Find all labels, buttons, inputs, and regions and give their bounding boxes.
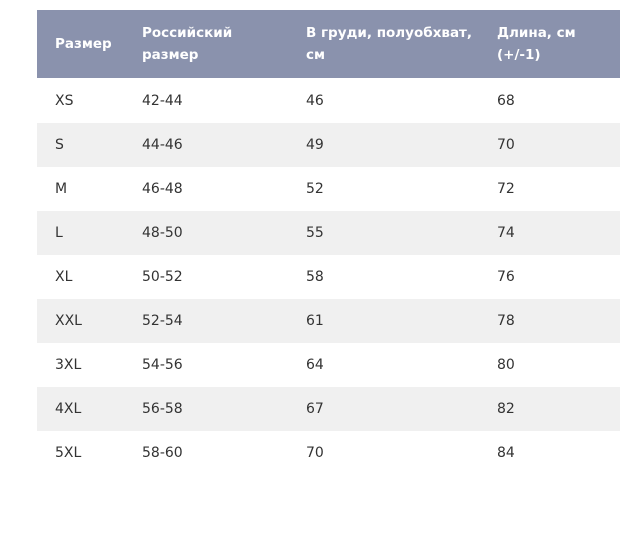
cell-chest: 61 [306,313,324,329]
cell-length: 68 [497,92,515,109]
cell-length: 70 [497,137,515,153]
cell-chest: 46 [306,92,324,109]
table-row: 4XL 56-58 67 82 [37,387,620,431]
header-russian-size-line1: Российский [142,25,233,41]
size-chart-table: Размер Российский размер В груди, полуобх… [37,10,620,475]
table-row: 3XL 54-56 64 80 [37,343,620,387]
cell-size: XL [55,269,73,285]
header-size: Размер [37,10,124,78]
table-body: XS 42-44 46 68 S 44-46 49 70 M 46-48 52 … [37,78,620,475]
header-length-line1: Длина, см [497,25,576,41]
cell-length: 84 [497,445,515,461]
table-row: XS 42-44 46 68 [37,78,620,123]
table-row: L 48-50 55 74 [37,211,620,255]
cell-size: M [55,181,68,197]
cell-chest: 64 [306,357,324,373]
header-russian-size: Российский размер [124,10,288,78]
cell-size: XS [55,92,74,109]
table-row: M 46-48 52 72 [37,167,620,211]
cell-length: 76 [497,269,515,285]
cell-size: XXL [55,313,82,329]
cell-length: 72 [497,181,515,197]
cell-chest: 67 [306,401,324,417]
cell-chest: 58 [306,269,324,285]
cell-russian-size: 54-56 [142,357,183,373]
cell-russian-size: 52-54 [142,313,183,329]
cell-chest: 49 [306,137,324,153]
header-chest-line2: см [306,47,326,63]
table-row: 5XL 58-60 70 84 [37,431,620,475]
cell-length: 78 [497,313,515,329]
cell-size: L [55,225,63,241]
header-russian-size-line2: размер [142,47,199,63]
header-length-line2: (+/-1) [497,47,541,63]
cell-size: 4XL [55,401,82,417]
cell-chest: 70 [306,445,324,461]
table-row: XL 50-52 58 76 [37,255,620,299]
header-row: Размер Российский размер В груди, полуобх… [37,10,620,78]
cell-russian-size: 58-60 [142,445,183,461]
cell-russian-size: 42-44 [142,92,183,109]
header-chest: В груди, полуобхват, см [288,10,479,78]
table-header: Размер Российский размер В груди, полуобх… [37,10,620,78]
cell-chest: 52 [306,181,324,197]
cell-size: 5XL [55,445,82,461]
cell-chest: 55 [306,225,324,241]
cell-length: 82 [497,401,515,417]
cell-length: 74 [497,225,515,241]
cell-russian-size: 56-58 [142,401,183,417]
table-row: S 44-46 49 70 [37,123,620,167]
cell-russian-size: 46-48 [142,181,183,197]
cell-size: 3XL [55,357,82,373]
cell-size: S [55,137,64,153]
header-chest-line1: В груди, полуобхват, [306,25,473,41]
header-length: Длина, см (+/-1) [479,10,620,78]
table-row: XXL 52-54 61 78 [37,299,620,343]
cell-length: 80 [497,357,515,373]
cell-russian-size: 50-52 [142,269,183,285]
cell-russian-size: 44-46 [142,137,183,153]
header-size-line1: Размер [55,36,112,52]
cell-russian-size: 48-50 [142,225,183,241]
